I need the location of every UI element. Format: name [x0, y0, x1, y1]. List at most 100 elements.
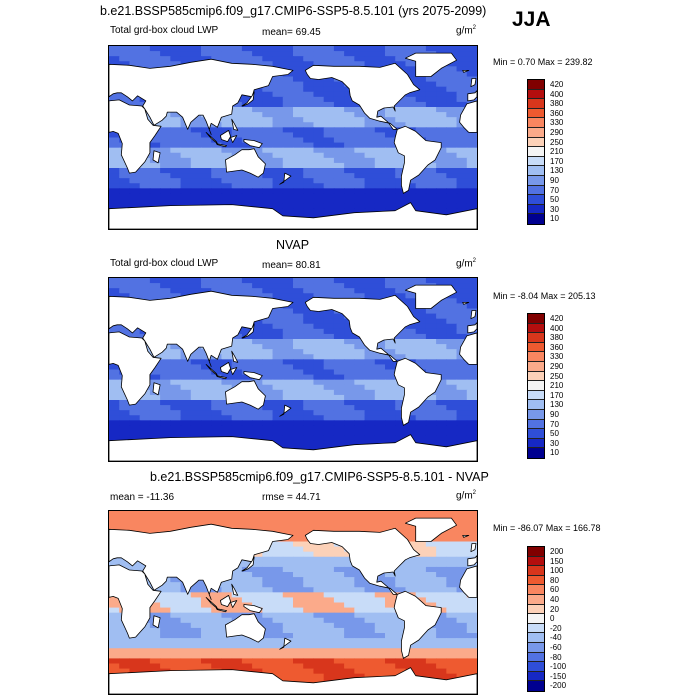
colorbar-tick-label: 90: [550, 410, 559, 419]
continent-outline: [230, 135, 238, 143]
colorbar-tick-label: 100: [550, 566, 564, 576]
colorbar-tick-label: 170: [550, 390, 564, 400]
panel-2-units: g/m2: [456, 258, 477, 270]
colorbar-tick-label: 330: [550, 118, 564, 128]
colorbar-swatch: [528, 195, 544, 205]
continent-outline: [470, 78, 477, 88]
panel-1-variable-label: Total grd-box cloud LWP: [110, 25, 219, 36]
colorbar-tick-label: 30: [550, 438, 559, 448]
colorbar-swatch: [528, 547, 544, 557]
colorbar-swatch: [528, 137, 544, 148]
continent-outline: [462, 301, 470, 305]
continent-outline: [241, 556, 255, 572]
colorbar-swatch: [528, 671, 544, 682]
colorbar-tick-label: -20: [550, 623, 562, 633]
colorbar-tick-label: 50: [550, 429, 559, 439]
panel-3-min-max: Min = -86.07 Max = 166.78: [493, 523, 601, 533]
panel-2-min-max: Min = -8.04 Max = 205.13: [493, 291, 596, 301]
colorbar-tick-label: 130: [550, 166, 564, 176]
colorbar-swatch: [528, 400, 544, 410]
colorbar-swatch: [528, 448, 544, 458]
panel-2-title: NVAP: [276, 238, 310, 252]
colorbar-swatch: [528, 623, 544, 634]
continent-outline: [462, 534, 470, 538]
colorbar-swatch: [528, 204, 544, 215]
colorbar-tick-label: 130: [550, 400, 564, 410]
continent-outline: [109, 434, 477, 461]
colorbar-swatch: [528, 390, 544, 401]
colorbar-swatch: [528, 127, 544, 138]
land-masses: [109, 284, 477, 461]
colorbar-tick-label: -100: [550, 662, 567, 672]
continent-outline: [459, 100, 477, 133]
continent-outline: [109, 331, 162, 406]
colorbar-tick-label: 40: [550, 595, 559, 604]
continent-outline: [109, 202, 477, 229]
colorbar-swatch: [528, 381, 544, 391]
colorbar-swatch: [528, 323, 544, 334]
panel-3-colorbar: [527, 546, 545, 692]
continent-outline: [467, 322, 477, 334]
panel-1-title: b.e21.BSSP585cmip6.f09_g17.CMIP6-SSP5-8.…: [100, 4, 487, 18]
panel-2-mean-label: mean= 80.81: [262, 260, 321, 271]
colorbar-swatch: [528, 642, 544, 653]
panel-3-rmse-label: rmse = 44.71: [262, 492, 321, 503]
continent-outline: [404, 517, 458, 542]
panel-1-units: g/m2: [456, 25, 477, 37]
colorbar-tick-label: -40: [550, 633, 562, 643]
colorbar-tick-label: 200: [550, 547, 564, 556]
colorbar-tick-label: 0: [550, 614, 555, 624]
panel-1-min-max: Min = 0.70 Max = 239.82: [493, 57, 593, 67]
colorbar-tick-label: 30: [550, 204, 559, 214]
colorbar-tick-label: 210: [550, 381, 564, 391]
panel-2-variable-label: Total grd-box cloud LWP: [110, 258, 219, 269]
colorbar-tick-label: 70: [550, 419, 559, 429]
colorbar-swatch: [528, 99, 544, 109]
colorbar-swatch: [528, 662, 544, 672]
continent-outline: [393, 590, 442, 659]
continent-outline: [462, 69, 470, 73]
colorbar-swatch: [528, 175, 544, 186]
colorbar-swatch: [528, 352, 544, 362]
colorbar-swatch: [528, 89, 544, 100]
colorbar-tick-label: 400: [550, 323, 564, 333]
colorbar-swatch: [528, 147, 544, 157]
continent-outline: [225, 380, 266, 410]
colorbar-swatch: [528, 556, 544, 567]
colorbar-tick-label: 90: [550, 176, 559, 185]
colorbar-swatch: [528, 214, 544, 224]
colorbar-swatch: [528, 438, 544, 449]
colorbar-swatch: [528, 585, 544, 595]
colorbar-tick-label: 250: [550, 371, 564, 381]
continent-outline: [243, 139, 263, 149]
colorbar-tick-label: -200: [550, 681, 567, 691]
continent-outline: [241, 323, 255, 339]
continent-outline: [215, 608, 227, 613]
colorbar-swatch: [528, 156, 544, 167]
colorbar-tick-label: 20: [550, 604, 559, 614]
panel-2-map: [108, 277, 478, 462]
continent-outline: [467, 90, 477, 102]
continent-outline: [152, 150, 161, 164]
continent-outline: [241, 91, 255, 107]
colorbar-tick-label: 360: [550, 108, 564, 118]
colorbar-swatch: [528, 419, 544, 430]
colorbar-swatch: [528, 342, 544, 353]
continent-outline: [231, 350, 239, 363]
continent-outline: [404, 284, 458, 309]
colorbar-swatch: [528, 652, 544, 663]
continent-outline: [220, 130, 231, 142]
continent-outline: [243, 604, 263, 614]
colorbar-tick-label: 250: [550, 137, 564, 147]
colorbar-swatch: [528, 614, 544, 624]
colorbar-swatch: [528, 566, 544, 576]
continent-outline: [220, 595, 231, 607]
colorbar-tick-label: 420: [550, 80, 564, 89]
colorbar-tick-label: 80: [550, 575, 559, 585]
continent-outline: [231, 118, 239, 131]
colorbar-tick-label: 50: [550, 195, 559, 205]
season-label: JJA: [512, 8, 551, 31]
colorbar-swatch: [528, 185, 544, 196]
land-masses: [109, 52, 477, 229]
colorbar-tick-label: -60: [550, 643, 562, 652]
